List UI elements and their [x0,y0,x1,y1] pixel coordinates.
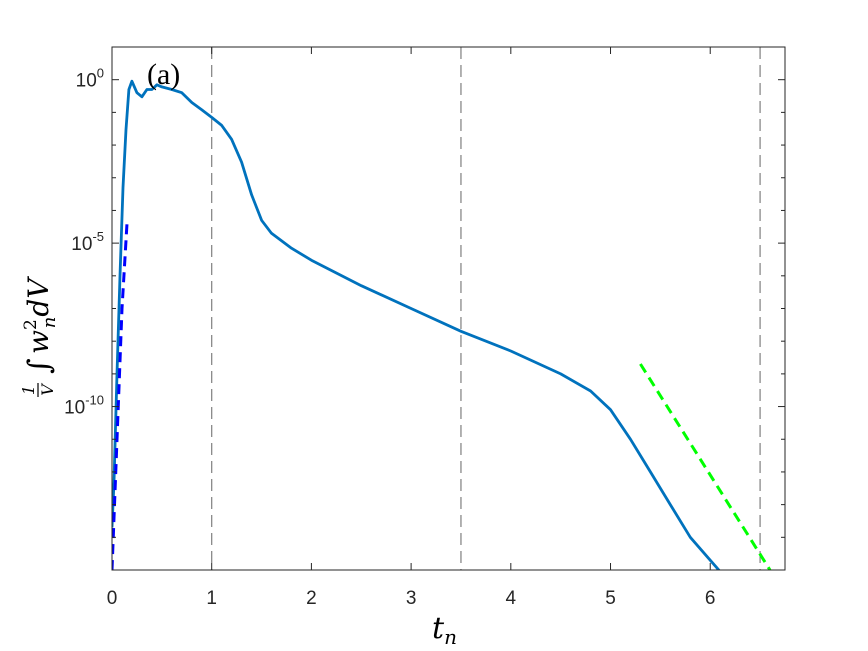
series-line-0 [112,79,721,570]
x-axis-label: tn [432,611,457,649]
axis-ticks [111,46,785,571]
y-label-sup: 2 [21,319,41,330]
series-line-2 [639,363,772,570]
y-tick-label-0: 10-10 [64,393,104,419]
y-label-frac-num: 1 [19,385,38,395]
x-axis-label-base: t [432,611,445,646]
y-tick-label-2: 100 [76,66,104,92]
x-tick-label-6: 6 [705,588,716,609]
y-axis-label: 1 V ∫ w2ndV [19,276,60,397]
x-tick-label-4: 4 [506,588,517,609]
y-label-body: w2ndV [21,276,60,354]
y-label-var: w [22,330,55,354]
y-label-sub: n [39,317,60,329]
x-tick-label-2: 2 [306,588,317,609]
x-tick-label-5: 5 [605,588,616,609]
y-label-frac-den: V [38,383,57,396]
x-tick-labels: 0 1 2 3 4 5 6 [107,588,716,609]
panel-label: (a) [147,58,180,91]
x-tick-label-1: 1 [206,588,217,609]
x-axis-label-sub: n [444,625,457,649]
x-tick-label-0: 0 [107,588,118,609]
vertical-reference-lines [211,47,761,570]
y-label-integral: ∫ [22,358,57,374]
plot-area [112,47,785,570]
x-tick-label-3: 3 [406,588,417,609]
y-tick-label-1: 10-5 [71,229,104,255]
y-label-tail: dV [22,276,55,317]
y-tick-labels: 10-10 10-5 100 [64,66,104,419]
